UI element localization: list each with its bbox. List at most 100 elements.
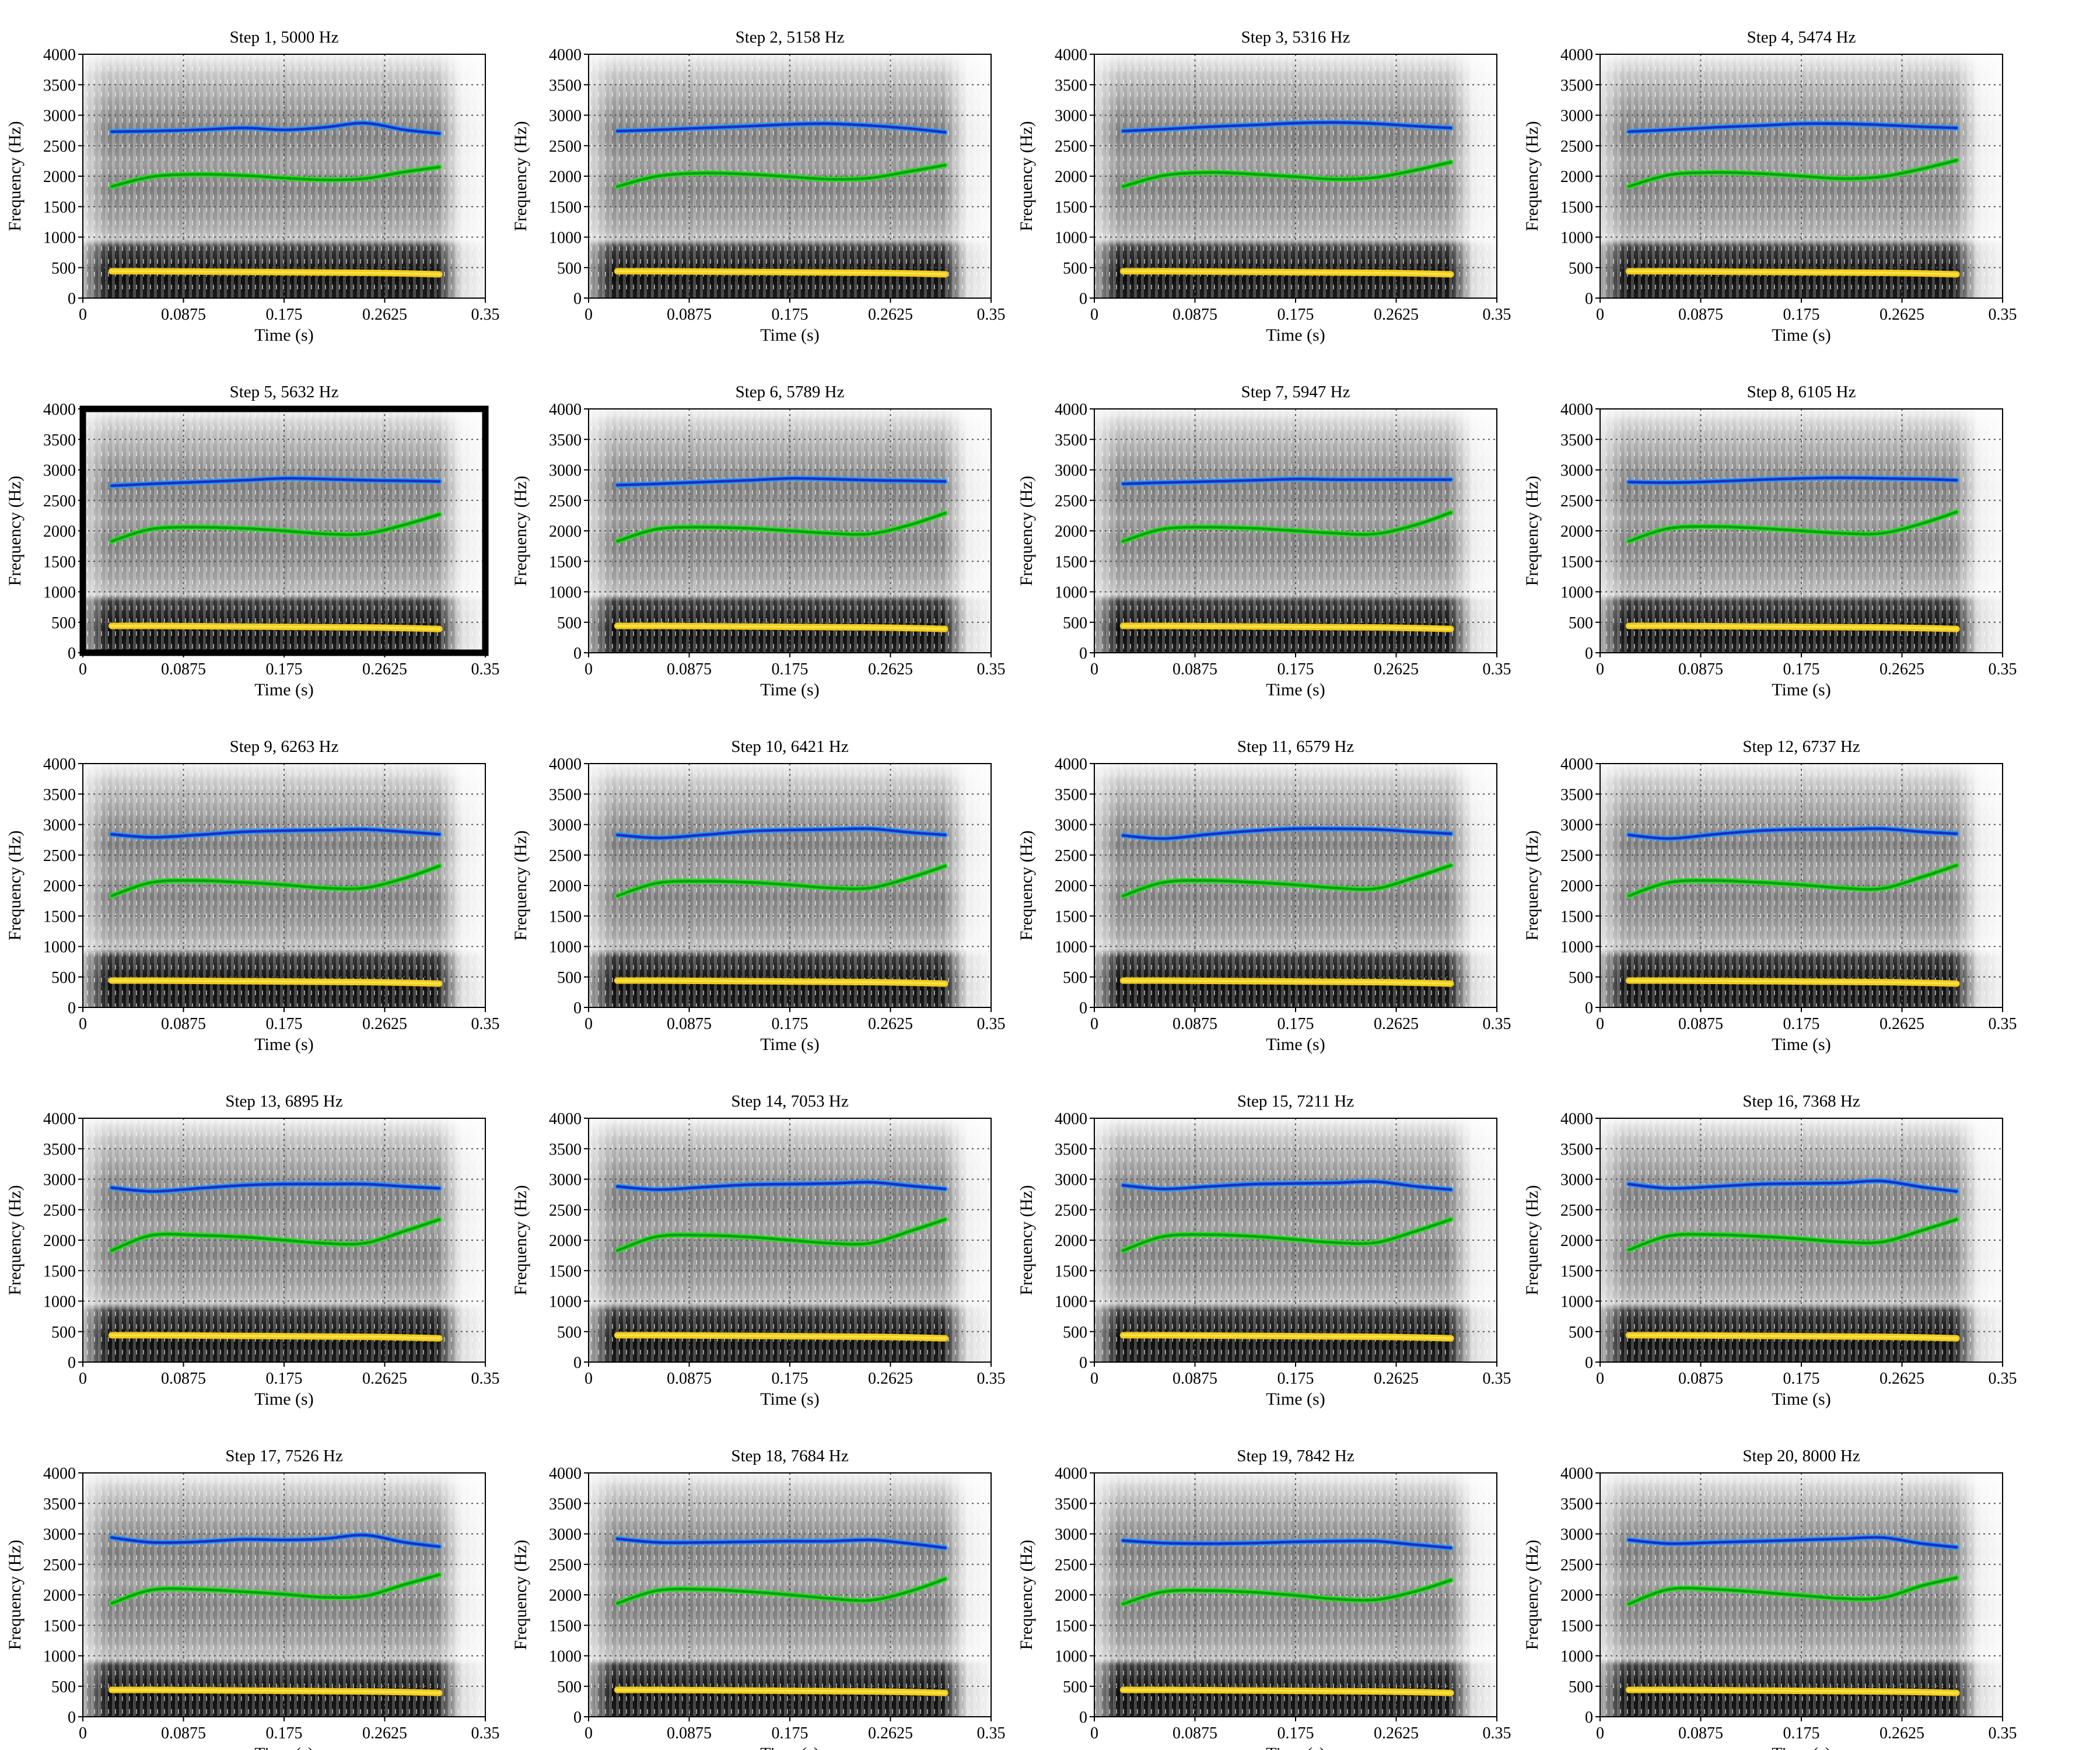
- data-point-f2: [150, 1234, 153, 1237]
- data-point-f2: [1668, 173, 1671, 177]
- data-point-f2: [1759, 172, 1763, 175]
- data-point-f2: [1254, 1235, 1257, 1238]
- x-tick-label: 0.175: [1783, 1724, 1820, 1742]
- data-point-f1: [1122, 1334, 1125, 1337]
- data-point-f2: [828, 532, 832, 535]
- data-point-f2: [748, 1590, 751, 1593]
- data-point-f2: [909, 523, 912, 526]
- data-point-f1: [110, 1334, 113, 1337]
- data-point-f1: [656, 1334, 659, 1337]
- x-tick-label: 0.175: [772, 1370, 808, 1388]
- data-point-f2: [1920, 1229, 1924, 1232]
- data-point-f3: [150, 1190, 153, 1193]
- data-point-f3: [363, 828, 366, 831]
- y-tick-label: 2500: [1055, 138, 1087, 156]
- data-point-f1: [788, 1689, 792, 1692]
- data-point-f2: [943, 1218, 947, 1221]
- y-tick-label: 1500: [1560, 1617, 1593, 1635]
- chart-panel: Step 18, 7684 Hz 0 0.0875 0.175 0.2625 0.35 0 5…: [511, 1447, 1006, 1750]
- data-point-f2: [1840, 1597, 1843, 1600]
- data-point-f3: [828, 828, 832, 831]
- y-tick-label: 1500: [1560, 198, 1593, 216]
- data-point-f1: [1374, 1335, 1378, 1338]
- y-tick-label: 2000: [1560, 523, 1593, 541]
- data-point-f3: [1254, 1182, 1257, 1186]
- chart-title: Step 10, 6421 Hz: [731, 737, 849, 756]
- data-point-f2: [196, 1588, 200, 1591]
- data-point-f2: [403, 523, 407, 526]
- data-point-f3: [1920, 125, 1924, 128]
- y-tick-label: 500: [1569, 1678, 1593, 1696]
- y-tick-label: 2500: [549, 1202, 582, 1220]
- x-tick-label: 0.0875: [667, 306, 712, 324]
- data-point-f1: [869, 1335, 872, 1338]
- x-tick-label: 0.0875: [667, 1724, 712, 1742]
- data-point-f1: [943, 982, 947, 985]
- data-point-f2: [323, 1242, 326, 1245]
- data-point-f1: [1759, 1689, 1763, 1692]
- data-point-f2: [1374, 1241, 1378, 1244]
- data-point-f2: [616, 894, 619, 898]
- data-point-f3: [869, 827, 872, 831]
- data-point-f3: [438, 132, 441, 135]
- data-point-f3: [1759, 829, 1763, 832]
- y-tick-label: 4000: [1055, 401, 1087, 419]
- data-point-f3: [1800, 477, 1803, 480]
- y-tick-label: 500: [51, 1678, 76, 1696]
- chart-title: Step 3, 5316 Hz: [1241, 28, 1350, 47]
- data-point-f2: [1880, 887, 1884, 890]
- data-point-f3: [1374, 828, 1378, 831]
- x-tick-label: 0.0875: [161, 1015, 206, 1033]
- x-tick-label: 0.2625: [362, 1015, 407, 1033]
- data-point-f1: [1713, 270, 1717, 273]
- data-point-f2: [1759, 527, 1763, 530]
- x-tick-label: 0: [79, 660, 87, 678]
- data-point-f1: [909, 1336, 912, 1339]
- data-point-f3: [323, 828, 326, 832]
- y-tick-label: 3000: [43, 107, 76, 125]
- y-tick-label: 0: [1079, 1354, 1087, 1372]
- y-tick-label: 2000: [549, 1587, 582, 1605]
- data-point-f1: [943, 273, 947, 276]
- data-point-f2: [323, 1596, 326, 1599]
- data-point-f1: [1713, 1334, 1717, 1337]
- x-tick-label: 0: [1090, 306, 1098, 324]
- y-tick-label: 4000: [1560, 401, 1593, 419]
- data-point-f1: [616, 1688, 619, 1692]
- data-point-f1: [363, 981, 366, 984]
- data-point-f3: [1668, 481, 1671, 484]
- data-point-f3: [748, 830, 751, 833]
- data-point-f2: [150, 175, 153, 178]
- data-point-f2: [1122, 185, 1125, 188]
- x-tick-label: 0.2625: [868, 1370, 913, 1388]
- y-tick-label: 4000: [549, 1110, 582, 1128]
- chart-panel: Step 4, 5474 Hz 0 0.0875 0.175 0.2625 0.35 0 50…: [1522, 28, 2017, 345]
- data-point-f3: [1713, 1185, 1717, 1188]
- x-tick-label: 0: [1090, 1015, 1098, 1033]
- data-point-f3: [1415, 125, 1418, 128]
- y-tick-label: 1000: [1560, 229, 1593, 247]
- x-tick-label: 0: [1596, 660, 1604, 678]
- y-tick-label: 2500: [43, 1556, 76, 1574]
- data-point-f2: [282, 883, 286, 887]
- y-tick-label: 500: [557, 1324, 582, 1342]
- data-point-f2: [363, 1594, 366, 1598]
- data-point-f1: [1208, 1689, 1211, 1692]
- data-point-f2: [1668, 527, 1671, 530]
- y-tick-label: 4000: [43, 755, 76, 774]
- x-tick-label: 0: [1596, 306, 1604, 324]
- data-point-f3: [196, 128, 200, 131]
- data-point-f3: [1449, 127, 1452, 130]
- data-point-f3: [110, 130, 113, 133]
- y-tick-label: 2500: [43, 138, 76, 156]
- data-point-f2: [943, 164, 947, 167]
- data-point-f2: [403, 1583, 407, 1586]
- data-point-f3: [150, 836, 153, 839]
- data-point-f1: [438, 1692, 441, 1695]
- y-tick-label: 0: [68, 290, 76, 308]
- y-tick-label: 2500: [549, 847, 582, 865]
- data-point-f1: [1920, 1336, 1924, 1339]
- data-point-f2: [196, 173, 200, 176]
- data-point-f3: [1374, 1180, 1378, 1183]
- data-point-f2: [323, 887, 326, 890]
